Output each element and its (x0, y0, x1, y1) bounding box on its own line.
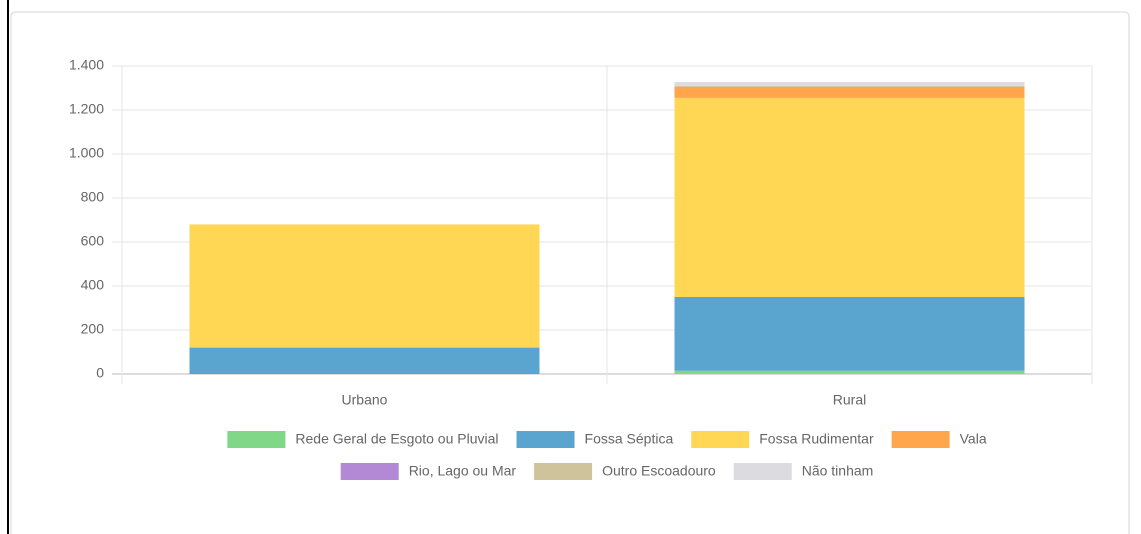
bar-segment (674, 86, 1025, 98)
y-tick-label: 800 (81, 189, 105, 205)
y-tick-label: 200 (81, 321, 105, 337)
legend-label: Rio, Lago ou Mar (409, 463, 517, 479)
legend-label: Outro Escoadouro (602, 463, 716, 479)
y-tick-label: 1.400 (69, 57, 104, 73)
y-tick-label: 1.200 (69, 101, 104, 117)
legend-swatch (534, 463, 593, 480)
legend-swatch (227, 431, 286, 448)
legend-label: Fossa Séptica (585, 431, 674, 447)
legend-swatch (516, 431, 575, 448)
y-tick-label: 0 (96, 365, 104, 381)
bar-segment (674, 82, 1025, 86)
bar-segment (674, 97, 1025, 298)
bar-segment (674, 370, 1025, 374)
bar-segment (674, 297, 1025, 371)
y-tick-label: 600 (81, 233, 105, 249)
legend-label: Não tinham (802, 463, 874, 479)
x-tick-label: Rural (833, 392, 866, 408)
bar-segment (189, 224, 540, 348)
y-tick-label: 400 (81, 277, 105, 293)
x-tick-label: Urbano (342, 392, 388, 408)
legend-label: Rede Geral de Esgoto ou Pluvial (295, 431, 498, 447)
bar-segment (189, 347, 540, 374)
legend-swatch (691, 431, 750, 448)
legend-label: Vala (960, 431, 987, 447)
legend-swatch (891, 431, 950, 448)
bar-segment (674, 85, 1025, 87)
y-tick-label: 1.000 (69, 145, 104, 161)
legend-swatch (340, 463, 399, 480)
legend-label: Fossa Rudimentar (759, 431, 874, 447)
legend-swatch (733, 463, 792, 480)
